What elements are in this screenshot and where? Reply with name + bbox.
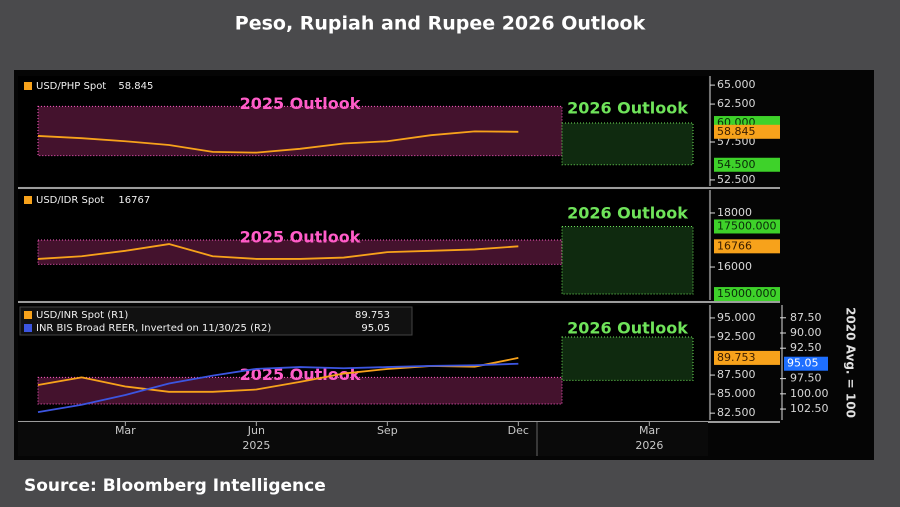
last-value-label: 58.845 — [717, 125, 756, 138]
outlook-bound-box — [714, 219, 780, 234]
legend-value: 95.05 — [361, 323, 390, 334]
x-year-label: 2025 — [242, 439, 270, 452]
y2-tick-label: 87.50 — [790, 311, 822, 324]
series-line — [37, 130, 519, 154]
y-tick-label: 87.500 — [717, 368, 756, 381]
x-tick-label: Mar — [639, 424, 660, 437]
y-tick-label: 85.000 — [717, 387, 756, 400]
y2-axis-title: 2020 Avg. = 100 — [844, 307, 858, 418]
outlook-band — [37, 239, 563, 265]
last-value-box — [714, 239, 780, 254]
y-tick-label: 95.000 — [717, 311, 756, 324]
last-value-label: 95.05 — [787, 357, 819, 370]
y-tick-label: 65.000 — [717, 78, 756, 91]
y2-tick-label: 102.50 — [790, 402, 829, 415]
x-tick-label: Jun — [247, 424, 265, 437]
source: Source: Bloomberg Intelligence — [24, 476, 326, 496]
chart-title: Peso, Rupiah and Rupee 2026 Outlook — [235, 13, 646, 35]
legend-value: 58.845 — [118, 81, 153, 92]
y2-tick-label: 97.50 — [790, 372, 822, 385]
y2-tick-label: 100.00 — [790, 387, 829, 400]
outlook-band — [561, 122, 694, 166]
y-tick-label: 62.500 — [717, 97, 756, 110]
x-tick-label: Dec — [508, 424, 529, 437]
y-tick-label: 16000 — [717, 260, 752, 273]
legend-name: USD/PHP Spot — [36, 81, 106, 92]
outlook-band — [561, 225, 694, 295]
series-line — [37, 362, 519, 413]
outlook-label: 2025 Outlook — [240, 365, 361, 384]
x-axis-band — [18, 422, 708, 456]
legend-swatch — [24, 324, 32, 332]
last-value-label: 89.753 — [717, 351, 756, 364]
legend-name: INR BIS Broad REER, Inverted on 11/30/25… — [36, 323, 271, 334]
y-tick-label: 82.500 — [717, 406, 756, 419]
outlook-label: 2025 Outlook — [240, 94, 361, 113]
outlook-label: 2025 Outlook — [240, 228, 361, 247]
x-tick-label: Mar — [115, 424, 136, 437]
legend-swatch — [24, 82, 32, 90]
y-tick-label: 92.500 — [717, 330, 756, 343]
legend-name: USD/INR Spot (R1) — [36, 310, 128, 321]
legend-name: USD/IDR Spot — [36, 195, 104, 206]
x-tick-label: Sep — [377, 424, 398, 437]
last-value-box — [714, 350, 780, 365]
series-line — [37, 243, 519, 260]
outlook-bound-box — [714, 157, 780, 172]
legend-box — [19, 306, 413, 336]
outlook-label: 2026 Outlook — [567, 319, 688, 338]
last-value-box — [784, 356, 828, 371]
legend-swatch — [24, 196, 32, 204]
last-value-label: 16766 — [717, 239, 752, 252]
y2-tick-label: 90.00 — [790, 326, 822, 339]
legend-value: 89.753 — [355, 310, 390, 321]
outlook-bound-box — [714, 287, 780, 302]
outlook-label: 2026 Outlook — [567, 99, 688, 118]
outlook-bound-label: 15000.000 — [717, 287, 777, 300]
x-year-label: 2026 — [635, 439, 663, 452]
y-tick-label: 52.500 — [717, 173, 756, 186]
y2-tick-label: 92.50 — [790, 341, 822, 354]
y-tick-label: 18000 — [717, 206, 752, 219]
last-value-box — [714, 124, 780, 139]
legend-swatch — [24, 311, 32, 319]
legend-value: 16767 — [118, 195, 150, 206]
outlook-bound-label: 17500.000 — [717, 219, 777, 232]
outlook-band — [561, 336, 694, 381]
outlook-bound-label: 54.500 — [717, 158, 756, 171]
outlook-label: 2026 Outlook — [567, 204, 688, 223]
